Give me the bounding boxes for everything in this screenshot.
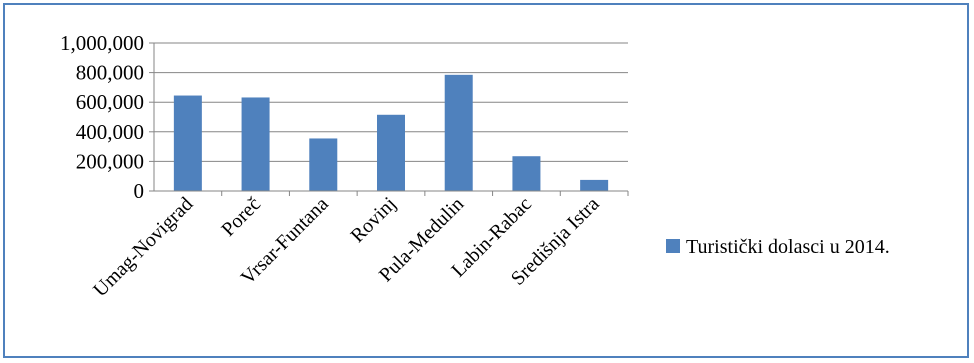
legend-swatch bbox=[666, 239, 680, 253]
legend: Turistički dolasci u 2014. bbox=[666, 236, 890, 258]
y-tick-label: 200,000 bbox=[76, 149, 144, 173]
bar bbox=[241, 97, 270, 191]
y-tick-label: 800,000 bbox=[76, 61, 144, 85]
bar bbox=[173, 95, 202, 191]
bar bbox=[444, 74, 473, 191]
legend-label: Turistički dolasci u 2014. bbox=[686, 236, 890, 258]
y-tick-label: 400,000 bbox=[76, 120, 144, 144]
bar bbox=[309, 138, 338, 191]
bar bbox=[377, 114, 405, 191]
bar bbox=[580, 179, 609, 191]
x-category-label: Rovinj bbox=[346, 193, 400, 247]
chart-frame bbox=[3, 3, 969, 358]
bars bbox=[173, 74, 609, 191]
y-tick-label: 600,000 bbox=[76, 90, 144, 114]
axes bbox=[149, 42, 629, 196]
bar bbox=[512, 156, 541, 191]
x-category-label: Poreč bbox=[217, 193, 265, 241]
y-tick-labels: 0 200,000 400,000 600,000 800,000 1,000,000 bbox=[60, 31, 144, 203]
x-category-label: Umag-Novigrad bbox=[89, 193, 197, 301]
y-tick-label: 0 bbox=[134, 179, 145, 203]
y-tick-label: 1,000,000 bbox=[60, 31, 144, 55]
